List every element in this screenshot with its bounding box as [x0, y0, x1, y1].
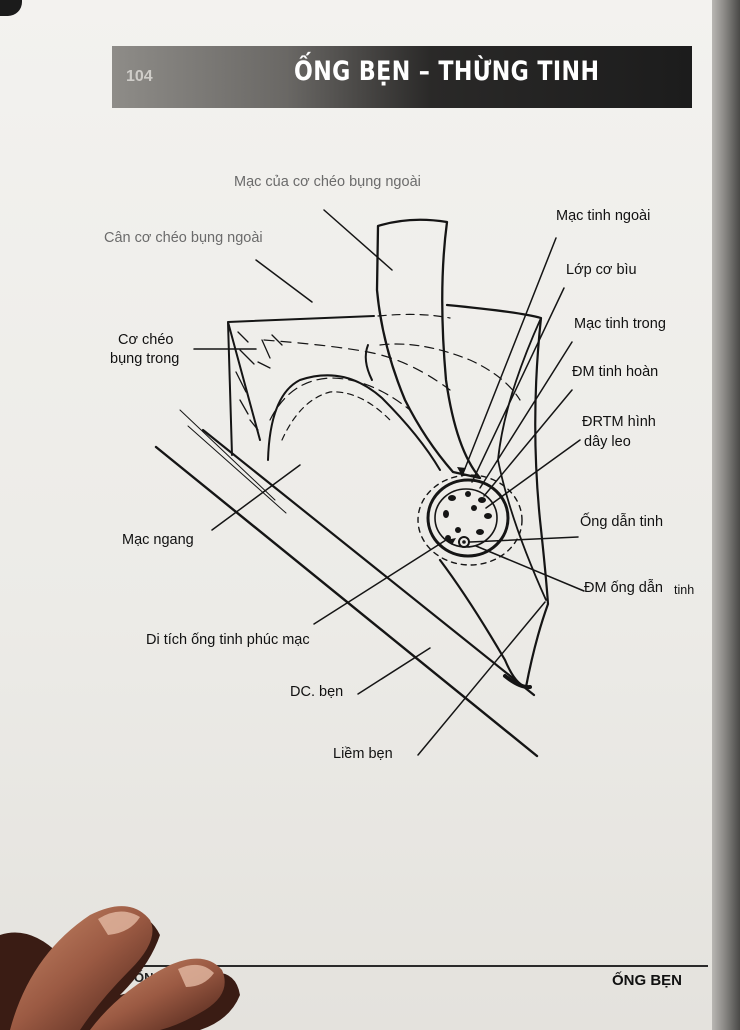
cord-sheath-outer: [438, 303, 550, 689]
transversalis-fold-4: [263, 339, 451, 391]
label-mac-co-cheo-bung-ngoai: Mạc của cơ chéo bụng ngoài: [234, 174, 421, 190]
footer-rule: [140, 965, 708, 967]
hatch-line: [187, 425, 287, 514]
label-drtm-line2: dây leo: [584, 434, 631, 450]
finger-1: [10, 906, 153, 1030]
label-dm-ong-dan-tinh-line2: tinh: [674, 583, 695, 597]
label-co-cheo-line2: bụng trong: [110, 351, 180, 367]
label-liem-ben: Liềm bẹn: [333, 746, 393, 762]
leader-mac-ngang: [211, 464, 301, 531]
label-dm-ong-dan-tinh-line1: ĐM ống dẫn: [584, 580, 663, 596]
arrow-head: [446, 538, 456, 545]
leader-can-co-cheo: [255, 259, 313, 303]
label-drtm-line1: ĐRTM hình: [582, 414, 656, 430]
page-number: 104: [126, 68, 153, 85]
leader-liem-ben: [417, 601, 546, 756]
corner-shadow: [0, 0, 22, 16]
hatch-line: [179, 409, 276, 501]
label-can-co-cheo-bung-ngoai: Cân cơ chéo bụng ngoài: [104, 230, 263, 246]
hand-photo-fragment: [0, 906, 240, 1030]
leader-mac-co-cheo: [323, 209, 393, 271]
fascia-dash: [377, 313, 451, 319]
cord-sheath-tip: [503, 674, 532, 690]
leader-dc-ben: [357, 647, 431, 695]
leader-lop-co-biu: [471, 287, 565, 483]
arrow-head: [457, 467, 466, 476]
muscle-hatching: [235, 331, 283, 431]
cord-vessels: [443, 491, 492, 548]
page-title: ỐNG BẸN – THỪNG TINH: [294, 56, 600, 87]
label-ong-dan-tinh: Ống dẫn tinh: [580, 514, 664, 530]
leader-di-tich: [313, 539, 447, 625]
label-mac-tinh-trong: Mạc tinh trong: [574, 316, 666, 332]
transversalis-fold-6: [379, 343, 521, 401]
chapter-header-bar: 104 ỐNG BẸN – THỪNG TINH: [112, 46, 692, 108]
label-co-cheo-line1: Cơ chéo: [118, 332, 174, 348]
transversalis-fold-2: [281, 391, 391, 441]
external-fascia-band: [375, 218, 482, 480]
label-dc-ben: DC. bẹn: [290, 684, 344, 700]
leader-dm-tinh-hoan: [483, 389, 573, 497]
transversalis-fold-1: [267, 374, 441, 471]
transversalis-fold-5: [364, 344, 373, 381]
book-page: [0, 0, 718, 1030]
label-di-tich-ong-tinh: Di tích ống tinh phúc mạc: [146, 632, 310, 648]
label-mac-tinh-ngoai: Mạc tinh ngoài: [556, 208, 651, 224]
leader-mac-tinh-ngoai: [461, 237, 557, 477]
leader-dm-ong-dan-tinh: [475, 545, 585, 592]
transversalis-fold-3: [269, 377, 411, 421]
leader-mac-tinh-trong: [479, 341, 573, 489]
fingernail: [98, 911, 140, 935]
fingernail: [178, 964, 214, 987]
page-edge-shadow: [712, 0, 740, 1030]
internal-oblique-outline: [227, 315, 375, 456]
inguinal-ligament-inner: [201, 428, 536, 697]
label-lop-co-biu: Lớp cơ bìu: [566, 262, 637, 278]
inguinal-ligament-outer: [154, 445, 539, 758]
cord-outer-ring: [417, 474, 523, 566]
leader-ong-dan-tinh: [469, 536, 579, 543]
label-dm-tinh-hoan: ĐM tinh hoàn: [572, 364, 659, 380]
cord-cremaster-ring: [426, 478, 510, 558]
leader-drtm: [485, 439, 581, 509]
footer-title: ỐNG BẸN: [612, 972, 683, 989]
label-mac-ngang: Mạc ngang: [122, 532, 194, 548]
